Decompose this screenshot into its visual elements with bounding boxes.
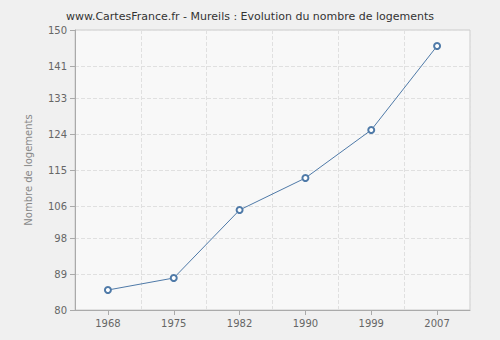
svg-text:141: 141 (48, 61, 67, 72)
svg-text:2007: 2007 (424, 318, 449, 329)
svg-text:150: 150 (48, 25, 67, 36)
svg-text:106: 106 (48, 201, 67, 212)
svg-text:133: 133 (48, 93, 67, 104)
svg-text:1990: 1990 (293, 318, 318, 329)
svg-text:Nombre de logements: Nombre de logements (23, 114, 34, 225)
svg-text:1975: 1975 (161, 318, 186, 329)
svg-text:98: 98 (54, 233, 67, 244)
svg-text:1999: 1999 (359, 318, 384, 329)
svg-text:89: 89 (54, 269, 67, 280)
svg-text:1968: 1968 (95, 318, 120, 329)
svg-text:115: 115 (48, 165, 67, 176)
svg-text:80: 80 (54, 305, 67, 316)
svg-text:124: 124 (48, 129, 67, 140)
svg-text:www.CartesFrance.fr - Mureils: www.CartesFrance.fr - Mureils : Evolutio… (66, 10, 434, 23)
svg-text:1982: 1982 (227, 318, 252, 329)
